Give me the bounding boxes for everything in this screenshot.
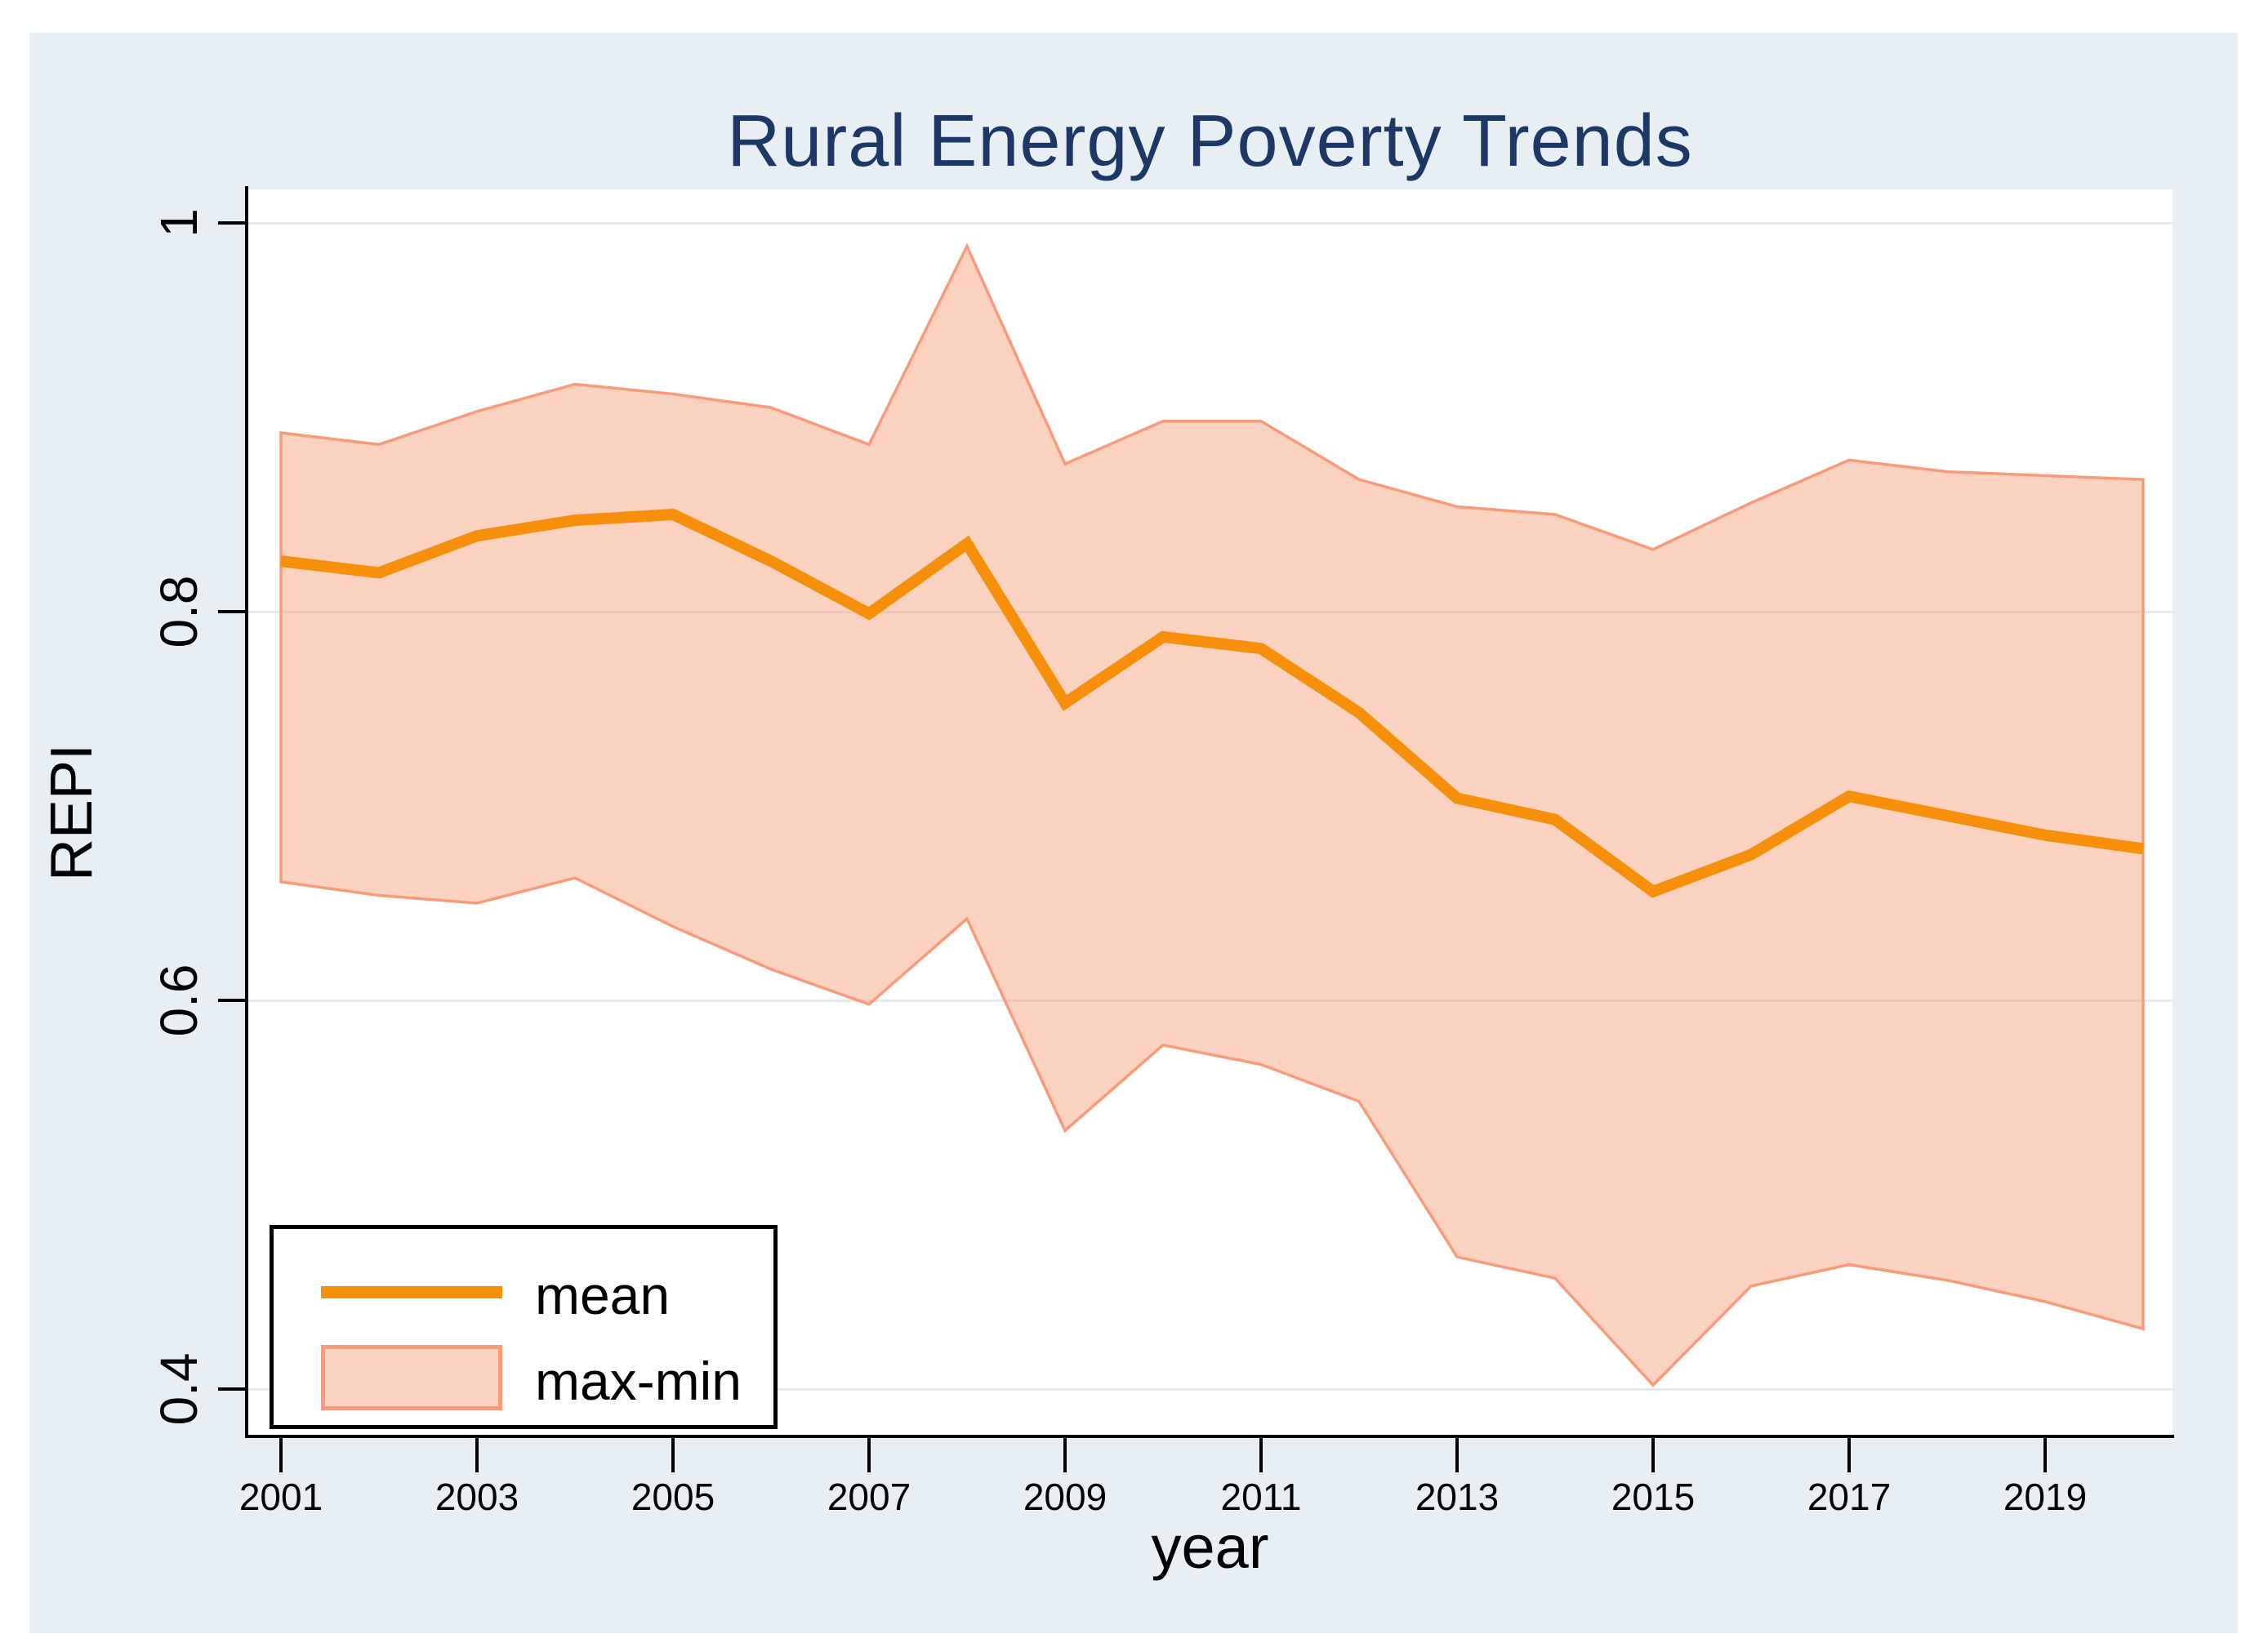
x-tick-label: 2017 xyxy=(1807,1476,1892,1518)
y-tick-mark xyxy=(218,999,246,1002)
mean-line xyxy=(280,508,2144,898)
x-tick-label: 2013 xyxy=(1415,1476,1500,1518)
y-gridline xyxy=(247,999,2173,1002)
y-tick-mark xyxy=(218,221,246,225)
max-min-band xyxy=(279,243,2145,1387)
x-tick-mark xyxy=(1651,1438,1655,1472)
x-tick-mark xyxy=(475,1438,479,1472)
x-tick-label: 2001 xyxy=(238,1476,323,1518)
x-tick-label: 2009 xyxy=(1023,1476,1107,1518)
x-tick-mark xyxy=(2043,1438,2047,1472)
x-tick-label: 2015 xyxy=(1611,1476,1696,1518)
x-tick-mark xyxy=(1259,1438,1263,1472)
y-tick-label: 0.8 xyxy=(149,575,208,648)
y-tick-mark xyxy=(218,610,246,613)
y-axis-title: REPI xyxy=(39,743,105,882)
x-tick-mark xyxy=(867,1438,871,1472)
x-tick-label: 2005 xyxy=(631,1476,715,1518)
y-axis-line xyxy=(245,186,248,1438)
y-tick-label: 0.6 xyxy=(149,964,208,1037)
legend-band-label: max-min xyxy=(535,1351,742,1411)
y-tick-mark xyxy=(218,1387,246,1391)
chart-title: Rural Energy Poverty Trends xyxy=(727,100,1693,182)
x-tick-mark xyxy=(1847,1438,1851,1472)
x-axis-title: year xyxy=(1151,1513,1269,1581)
x-tick-mark xyxy=(1455,1438,1459,1472)
y-tick-label: 0.4 xyxy=(149,1352,208,1426)
x-tick-mark xyxy=(279,1438,283,1472)
x-tick-label: 2011 xyxy=(1220,1476,1302,1518)
legend-band-swatch xyxy=(321,1345,502,1410)
y-gridline xyxy=(247,610,2173,613)
y-tick-label: 1 xyxy=(149,208,208,238)
x-tick-label: 2007 xyxy=(827,1476,911,1518)
x-tick-mark xyxy=(671,1438,675,1472)
legend-mean-label: mean xyxy=(535,1265,671,1325)
x-tick-label: 2019 xyxy=(2003,1476,2088,1518)
legend-mean-line-swatch xyxy=(321,1286,502,1298)
legend-box: mean max-min xyxy=(270,1225,778,1429)
x-axis-line xyxy=(245,1435,2174,1438)
y-gridline xyxy=(247,221,2173,225)
x-tick-label: 2003 xyxy=(435,1476,519,1518)
chart-svg xyxy=(279,243,2145,1387)
x-tick-mark xyxy=(1063,1438,1067,1472)
y-gridline xyxy=(247,1387,2173,1391)
